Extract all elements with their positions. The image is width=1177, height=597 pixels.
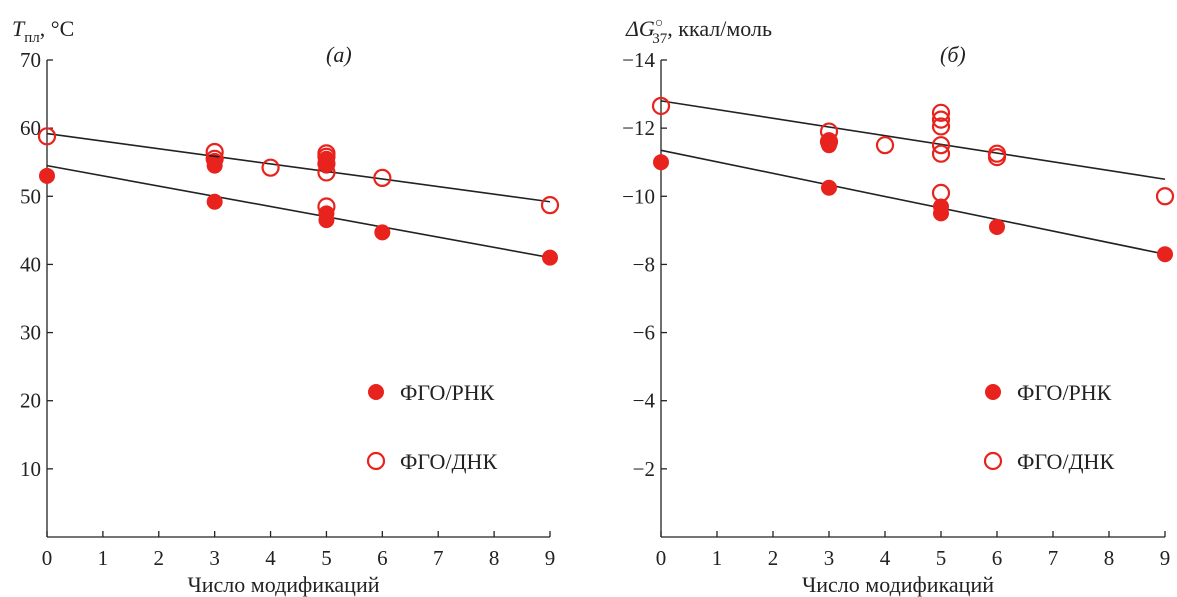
data-point-open — [205, 142, 224, 162]
x-tick-label: 5 — [321, 546, 332, 570]
y-tick-label: −6 — [633, 321, 655, 345]
x-axis-label: Число модификаций — [187, 572, 379, 597]
y-axis-label-superscript: ○ — [655, 16, 663, 31]
data-point-open — [205, 149, 224, 168]
data-point-open — [373, 168, 392, 187]
x-tick-label: 9 — [1160, 546, 1171, 570]
y-tick-label: 50 — [20, 184, 41, 208]
y-axis-label: Tпл, °C — [12, 16, 74, 46]
data-point-open — [931, 136, 951, 155]
data-point-open — [317, 144, 336, 163]
x-tick-label: 0 — [656, 546, 667, 570]
data-point-open — [540, 196, 560, 215]
data-point-filled — [206, 193, 223, 210]
data-point-open — [931, 183, 951, 202]
data-point-open — [931, 117, 951, 136]
y-tick-label: −2 — [633, 457, 655, 481]
data-point-open — [819, 132, 839, 151]
data-point-filled — [374, 224, 391, 241]
data-point-filled — [542, 249, 558, 266]
y-tick-label: −4 — [633, 389, 656, 413]
data-point-open — [931, 110, 951, 129]
legend-label: ФГО/ДНК — [1017, 449, 1114, 474]
data-point-open — [1155, 187, 1175, 206]
x-tick-label: 7 — [1048, 546, 1059, 570]
legend-marker-filled — [368, 384, 384, 400]
x-tick-label: 3 — [209, 546, 220, 570]
legend-label: ФГО/ДНК — [400, 449, 497, 474]
data-point-filled — [318, 205, 335, 222]
data-point-filled — [653, 154, 669, 171]
legend-label: ФГО/РНК — [1017, 380, 1112, 405]
panel-label: (а) — [326, 42, 352, 67]
fit-line — [660, 100, 1166, 181]
y-axis-label-subscript: 37 — [652, 31, 668, 47]
y-tick-label: −10 — [622, 184, 655, 208]
y-tick-label: 10 — [20, 457, 41, 481]
x-tick-label: 0 — [42, 546, 53, 570]
y-axis-label-unit: , ккал/моль — [667, 16, 772, 41]
x-tick-label: 4 — [265, 546, 276, 570]
x-tick-label: 6 — [992, 546, 1003, 570]
y-tick-label: −14 — [622, 48, 655, 72]
data-point-filled — [39, 167, 55, 184]
x-tick-label: 1 — [98, 546, 109, 570]
y-axis-label-unit: , °C — [40, 16, 74, 41]
y-tick-label: 40 — [20, 252, 41, 276]
data-point-filled — [989, 218, 1005, 235]
data-point-open — [819, 122, 839, 141]
x-tick-label: 6 — [377, 546, 388, 570]
y-tick-label: −12 — [622, 116, 655, 140]
y-axis-label-symbol: ΔG — [625, 16, 655, 41]
x-tick-label: 8 — [1104, 546, 1115, 570]
y-axis-label-symbol: T — [12, 16, 26, 41]
x-tick-label: 8 — [489, 546, 500, 570]
x-axis-label: Число модификаций — [802, 572, 994, 597]
data-point-filled — [933, 198, 949, 215]
x-tick-label: 2 — [768, 546, 779, 570]
fit-line — [660, 149, 1166, 255]
data-point-open — [317, 197, 336, 216]
data-point-open — [261, 158, 280, 177]
fit-line — [46, 132, 551, 203]
y-tick-label: 20 — [20, 389, 41, 413]
x-tick-label: 5 — [936, 546, 947, 570]
legend-label: ФГО/РНК — [400, 380, 495, 405]
data-point-open — [317, 154, 336, 173]
x-tick-label: 1 — [712, 546, 723, 570]
panel-a-chart: 10 20 30 40 50 60 70 0 1 2 3 4 5 6 7 8 9 Число модификаци… — [12, 16, 560, 597]
x-tick-label: 7 — [433, 546, 444, 570]
y-axis-label: ΔG○ 37, ккал/моль — [625, 16, 772, 47]
y-tick-label: −8 — [633, 252, 655, 276]
legend-marker-open — [983, 451, 1003, 471]
data-point-open — [37, 127, 57, 146]
fit-line — [46, 164, 551, 259]
x-tick-label: 2 — [154, 546, 165, 570]
y-tick-label: 30 — [20, 321, 41, 345]
panel-label: (б) — [940, 42, 966, 67]
y-tick-label: 70 — [20, 48, 41, 72]
panel-b-chart: −2 −4 −6 −8 −10 −12 −14 0 1 2 3 4 5 6 7 8 9 Число модифик… — [622, 16, 1175, 597]
y-axis-label-subscript: пл — [24, 30, 40, 46]
data-point-open — [931, 144, 951, 163]
legend-marker-filled — [985, 384, 1001, 400]
x-tick-label: 3 — [824, 546, 835, 570]
data-point-filled — [1157, 246, 1173, 263]
data-point-open — [875, 136, 895, 155]
data-point-open — [987, 144, 1007, 163]
legend-marker-open — [366, 451, 386, 471]
data-point-open — [931, 103, 951, 122]
data-point-open — [651, 96, 671, 116]
y-tick-label: 60 — [20, 116, 41, 140]
x-tick-label: 9 — [545, 546, 556, 570]
data-point-filled — [821, 179, 837, 196]
x-tick-label: 4 — [880, 546, 891, 570]
